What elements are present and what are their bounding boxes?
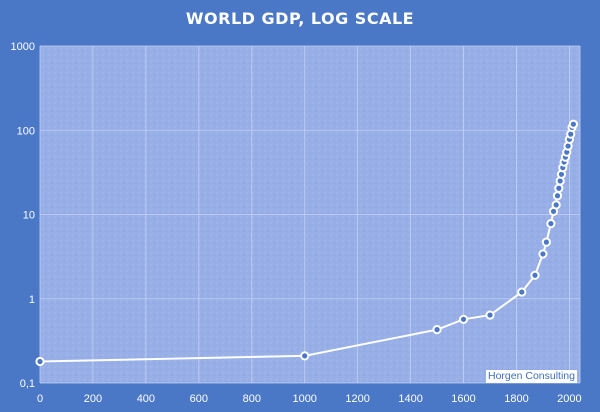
data-point bbox=[530, 270, 540, 280]
y-tick-label: 10 bbox=[23, 210, 35, 222]
y-axis: 0,1 1 10 100 1000 bbox=[11, 41, 35, 390]
data-point bbox=[552, 191, 563, 201]
x-tick-label: 1200 bbox=[345, 393, 369, 405]
x-axis: 0 200 400 600 800 1000 1200 1400 1600 1800 2000 bbox=[37, 393, 582, 405]
x-tick-label: 1600 bbox=[451, 393, 475, 405]
x-tick-label: 2000 bbox=[557, 393, 581, 405]
watermark: Horgen Consulting bbox=[486, 370, 577, 383]
x-tick-label: 1800 bbox=[504, 393, 528, 405]
data-point bbox=[546, 218, 556, 229]
x-tick-label: 400 bbox=[137, 393, 155, 405]
x-tick-label: 800 bbox=[243, 393, 261, 405]
x-tick-label: 600 bbox=[190, 393, 208, 405]
x-tick-label: 1400 bbox=[398, 393, 422, 405]
data-point bbox=[538, 249, 548, 259]
data-point bbox=[458, 314, 469, 324]
y-tick-label: 0,1 bbox=[20, 378, 35, 390]
y-tick-label: 1 bbox=[29, 294, 35, 306]
x-tick-label: 200 bbox=[84, 393, 102, 405]
data-point bbox=[554, 183, 564, 193]
data-point bbox=[568, 119, 578, 129]
data-point bbox=[35, 356, 45, 367]
chart-title: WORLD GDP, LOG SCALE bbox=[185, 9, 415, 28]
x-tick-label: 0 bbox=[37, 393, 43, 405]
data-point bbox=[300, 351, 310, 361]
x-tick-label: 1000 bbox=[292, 393, 316, 405]
data-points bbox=[35, 119, 578, 367]
data-point bbox=[485, 310, 495, 320]
data-point bbox=[551, 200, 561, 210]
grid bbox=[39, 45, 581, 384]
data-point bbox=[541, 237, 551, 247]
data-point bbox=[432, 325, 442, 335]
y-tick-label: 100 bbox=[17, 125, 35, 137]
data-point bbox=[517, 287, 527, 297]
y-tick-label: 1000 bbox=[11, 41, 35, 53]
